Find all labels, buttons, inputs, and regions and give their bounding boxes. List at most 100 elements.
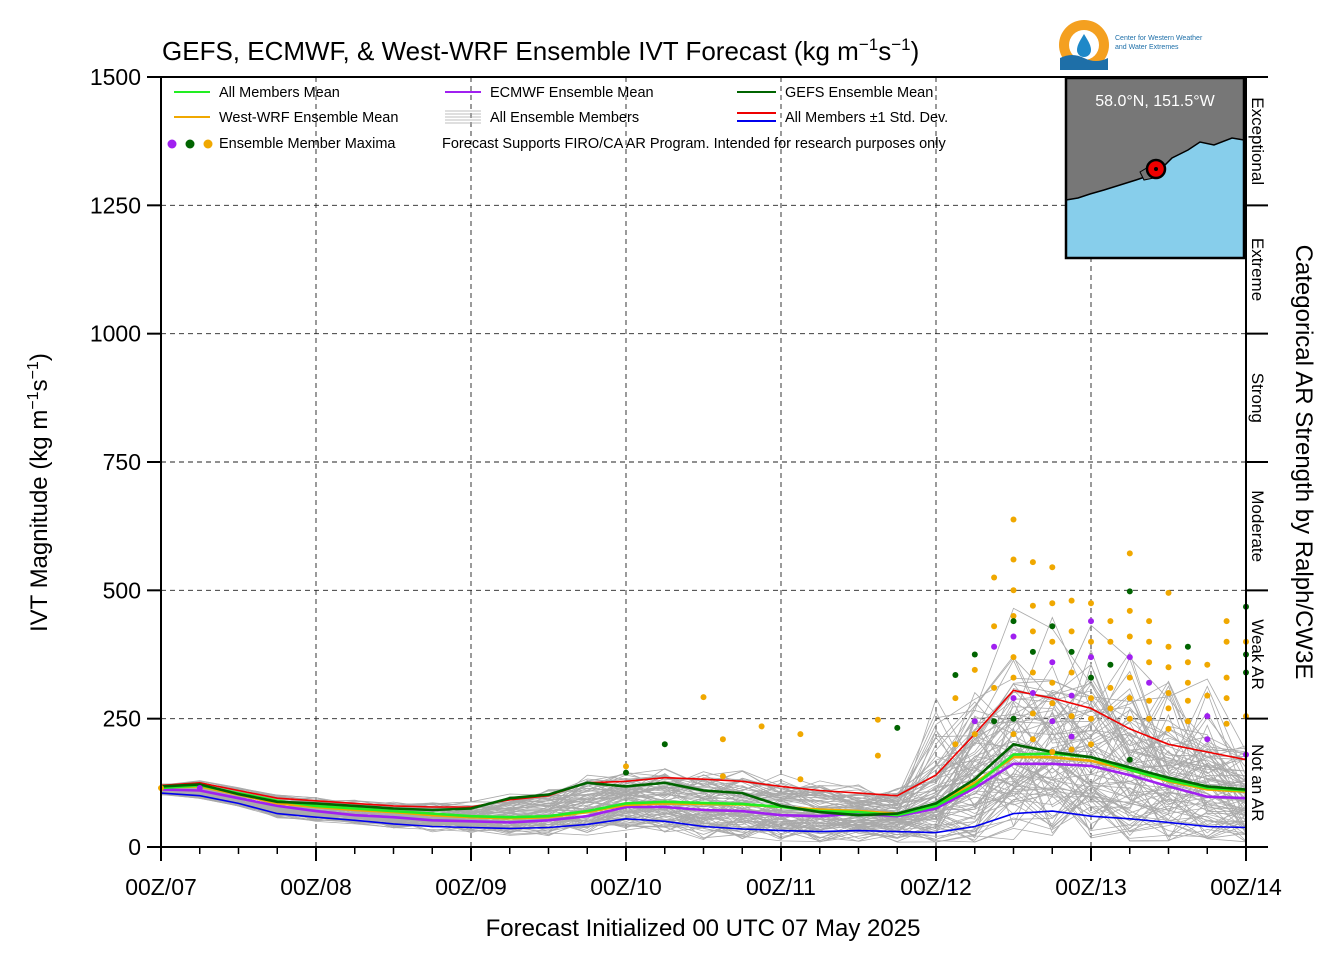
maxima-point [1010,618,1017,625]
maxima-point [1010,654,1017,661]
category-label: Extreme [1248,238,1267,301]
maxima-point [1010,587,1017,594]
maxima-point [971,651,978,658]
maxima-point [1184,643,1191,650]
y-tick-label: 750 [103,449,141,475]
maxima-point [1146,659,1153,666]
maxima-point [991,623,998,630]
maxima-point [1088,741,1094,748]
maxima-point [661,741,668,748]
maxima-point [1068,692,1075,699]
x-tick-label: 00Z/14 [1210,874,1282,900]
x-tick-label: 00Z/13 [1055,874,1127,900]
maxima-point [1126,695,1133,702]
category-label: Weak AR [1248,619,1267,690]
maxima-point [971,666,978,673]
maxima-point [1088,638,1094,645]
maxima-point [1165,643,1172,650]
ensemble-member-line [160,691,1247,810]
maxima-point [1010,556,1017,563]
maxima-point [1068,669,1075,676]
maxima-point [1088,674,1094,681]
maxima-point [1049,718,1056,725]
logo-text-2: and Water Extremes [1115,44,1179,51]
maxima-point [1107,661,1114,668]
maxima-point [1107,638,1114,645]
axes: 0 250 500 750 1000 1250 1500 00Z/07 00Z/08 00Z/09… [90,64,1282,900]
y-tick-label: 0 [128,834,141,860]
category-label: Not an AR [1248,744,1267,822]
ensemble-member-line [160,780,1247,840]
maxima-point [1223,638,1230,645]
maxima-point [1204,713,1211,720]
chart-title: GEFS, ECMWF, & West-WRF Ensemble IVT For… [162,35,919,66]
category-label: Strong [1248,373,1267,423]
maxima-point [1088,715,1094,722]
maxima-point [1146,618,1153,625]
maxima-point [1029,669,1036,676]
y-tick-label: 1000 [90,321,141,347]
maxima-point [1088,654,1094,661]
logo-text-1: Center for Western Weather [1115,35,1203,42]
maxima-point [1165,589,1172,596]
maxima-point [894,724,901,731]
title-exp2: −1 [891,35,910,54]
maxima-point [874,716,881,723]
maxima-point [1068,628,1075,635]
maxima-point [874,752,881,759]
maxima-point [1029,559,1036,566]
x-tick-label: 00Z/12 [900,874,972,900]
maxima-point [971,731,978,738]
maxima-point [1146,679,1153,686]
category-label: Moderate [1248,490,1267,562]
maxima-point [797,731,804,738]
maxima-point [1204,736,1211,743]
series-line [160,742,1247,817]
maxima-point [1165,664,1172,671]
maxima-point [623,763,629,770]
legend-gefs-mean: GEFS Ensemble Mean [785,85,933,101]
x-tick-label: 00Z/08 [280,874,352,900]
maxima-point [1126,550,1133,557]
logo-drop-icon [1077,34,1091,57]
maxima-point [758,723,765,730]
cw3e-logo: Center for Western Weather and Water Ext… [1059,20,1203,70]
maxima-point [1010,715,1017,722]
maxima-point [1010,695,1017,702]
ensemble-member-line [160,763,1247,835]
maxima-point [1049,638,1056,645]
x-axis-label: Forecast Initialized 00 UTC 07 May 2025 [486,915,921,942]
maxima-point [1126,633,1133,640]
maxima-point [1165,725,1172,732]
maxima-point [1126,588,1133,595]
maxima-point [719,773,726,780]
x-tick-label: 00Z/10 [590,874,662,900]
maxima-point [1184,697,1191,704]
maxima-point [1146,697,1153,704]
maxima-point [1068,746,1075,753]
maxima-point [1165,705,1172,712]
maxima-point [991,643,998,650]
title-exp1: −1 [859,35,878,54]
y-tick-label: 1500 [90,64,141,90]
x-tick-label: 00Z/11 [746,874,816,900]
maxima-point [1223,674,1230,681]
maxima-point [1107,705,1114,712]
title-s: s [878,36,891,66]
maxima-point [1029,628,1036,635]
maxima-point [1049,600,1056,607]
maxima-point [1146,715,1153,722]
maxima-point [1223,618,1230,625]
maxima-point [1165,690,1172,696]
maxima-point [1126,674,1133,681]
legend: All Members Mean West-WRF Ensemble Mean … [167,85,948,152]
maxima-point [991,684,998,691]
ensemble-member-line [160,733,1247,833]
title-end: ) [911,36,920,66]
legend-ecmwf-mean: ECMWF Ensemble Mean [490,85,654,101]
legend-all-members: All Ensemble Members [490,110,639,126]
maxima-point [1107,684,1114,691]
maxima-point [1010,731,1017,738]
inset-map: 58.0°N, 151.5°W [1064,76,1246,260]
maxima-point [1204,661,1211,668]
